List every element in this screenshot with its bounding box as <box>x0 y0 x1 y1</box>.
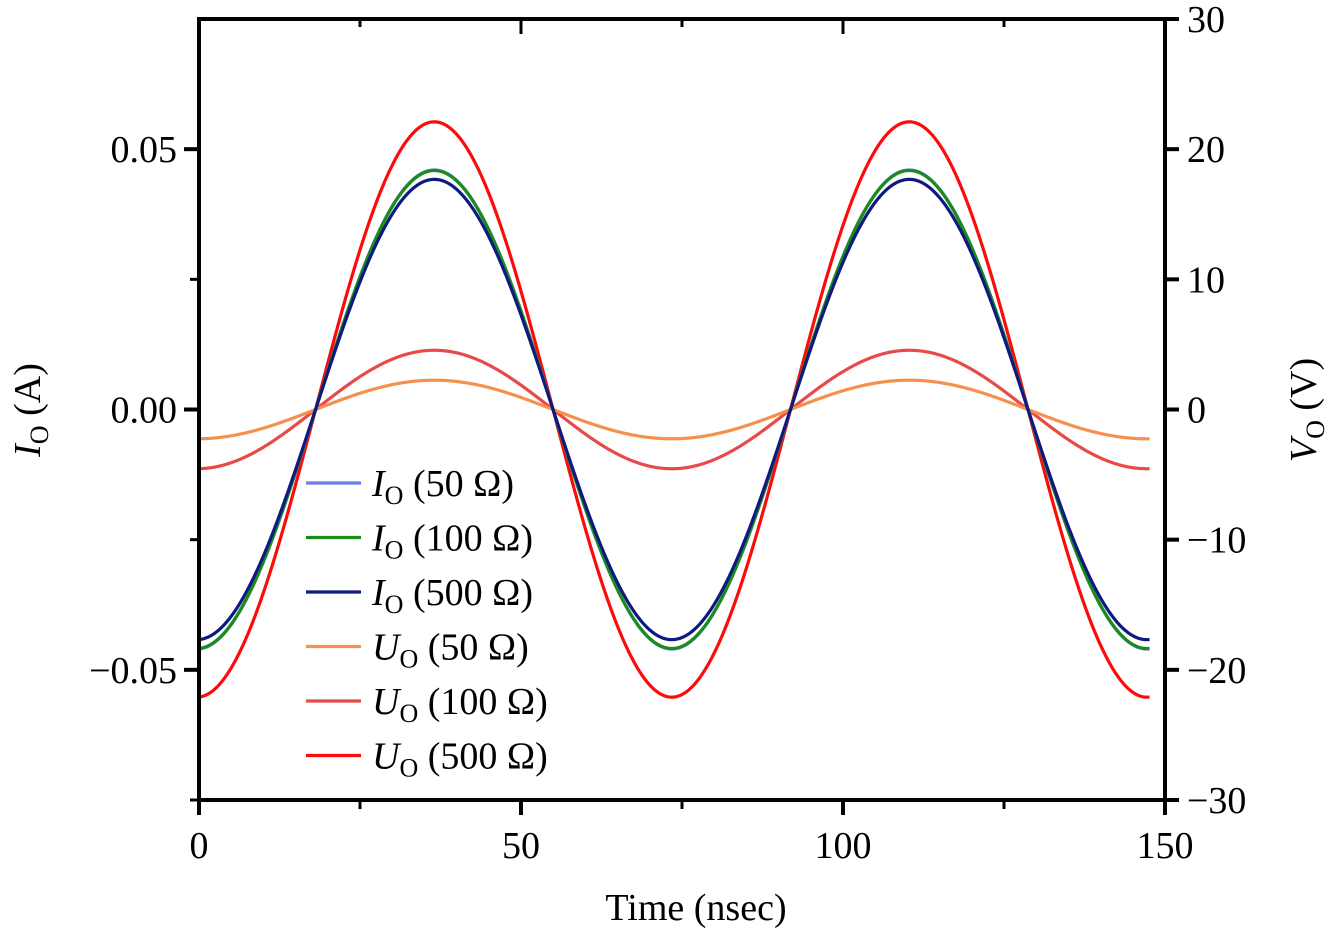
legend-label: IO (100 Ω) <box>371 518 533 565</box>
x-tick-label: 150 <box>1137 825 1194 867</box>
legend-item: IO (100 Ω) <box>306 518 533 565</box>
right-y-axis-title: VO (V) <box>1283 358 1330 462</box>
legend-item: UO (50 Ω) <box>306 627 529 674</box>
right-y-axis-title-unit: (V) <box>1283 358 1325 420</box>
x-tick-label: 0 <box>190 825 209 867</box>
right-y-tick-label: −30 <box>1187 780 1246 822</box>
legend-label: UO (100 Ω) <box>372 681 548 728</box>
series-line-1 <box>198 168 1151 651</box>
right-y-tick-label: 0 <box>1187 390 1206 432</box>
legend: IO (50 Ω) IO (100 Ω) IO (500 Ω) UO (50 Ω) UO… <box>306 463 548 783</box>
legend-label: IO (500 Ω) <box>371 572 533 619</box>
x-tick-label: 50 <box>502 825 540 867</box>
left-y-axis-title-subscript: O <box>25 425 54 444</box>
series-line-4 <box>198 378 1151 441</box>
legend-label: UO (500 Ω) <box>372 736 548 783</box>
ticks-layer: 0 50 100 150 −0.05 0.00 0.05 −30 −20 −10 0 10 20 30 <box>89 0 1246 867</box>
left-y-tick-label: 0.05 <box>111 129 178 171</box>
right-y-axis-title-symbol: V <box>1283 435 1325 462</box>
legend-item: UO (100 Ω) <box>306 681 548 728</box>
legend-item: IO (500 Ω) <box>306 572 533 619</box>
series-line-6 <box>198 120 1151 699</box>
x-tick-label: 100 <box>815 825 872 867</box>
series-line-3 <box>198 177 1151 642</box>
legend-item: IO (50 Ω) <box>306 463 514 510</box>
right-y-tick-label: −20 <box>1187 650 1246 692</box>
series-line-5 <box>198 348 1151 471</box>
left-y-tick-label: −0.05 <box>89 650 177 692</box>
series-line-2 <box>198 168 1151 651</box>
left-y-axis-title-unit: (A) <box>7 363 49 425</box>
right-y-tick-label: 20 <box>1187 129 1225 171</box>
right-y-axis-title-subscript: O <box>1301 420 1330 439</box>
right-y-tick-label: −10 <box>1187 520 1246 562</box>
x-axis-title: Time (nsec) <box>605 887 786 929</box>
right-y-tick-label: 10 <box>1187 259 1225 301</box>
left-y-axis-title: IO (A) <box>7 363 54 458</box>
legend-label: UO (50 Ω) <box>372 627 529 674</box>
legend-item: UO (500 Ω) <box>306 736 548 783</box>
legend-label: IO (50 Ω) <box>371 463 514 510</box>
left-y-tick-label: 0.00 <box>111 390 178 432</box>
series-layer <box>198 120 1151 699</box>
left-y-axis-title-symbol: I <box>7 442 49 458</box>
axes-layer <box>197 17 1167 802</box>
right-y-tick-label: 30 <box>1187 0 1225 41</box>
